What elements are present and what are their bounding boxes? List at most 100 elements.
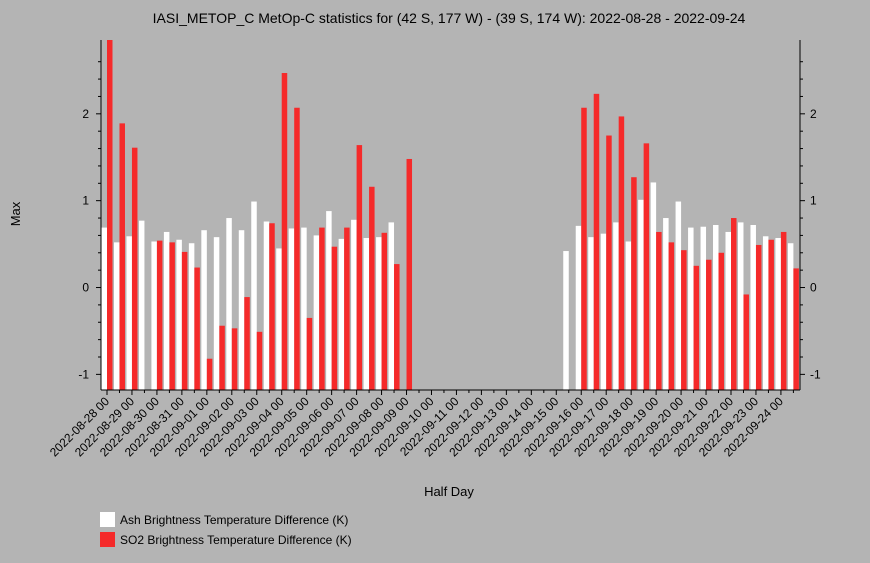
y-tick-label-left: -1	[78, 367, 89, 381]
ash-bar	[176, 239, 182, 390]
so2-bar	[793, 268, 799, 390]
so2-bar	[294, 107, 300, 391]
so2-bar	[743, 294, 749, 390]
so2-bar	[593, 93, 600, 390]
ash-bar	[388, 222, 395, 390]
so2-bar	[681, 250, 687, 390]
ash-bar	[363, 238, 370, 390]
so2-bar	[344, 227, 350, 390]
x-axis-label: Half Day	[424, 484, 474, 499]
so2-bar	[731, 218, 737, 390]
so2-bar	[618, 116, 625, 391]
so2-bar	[107, 40, 113, 390]
so2-bar	[256, 331, 263, 390]
ash-bar	[600, 233, 607, 390]
ash-bar	[675, 201, 682, 390]
ash-bar	[351, 219, 357, 390]
so2-bar	[780, 231, 787, 390]
so2-bar	[394, 264, 400, 390]
ash-bar	[151, 241, 157, 390]
y-tick-label-left: 1	[82, 194, 89, 208]
ash-bar	[276, 248, 282, 390]
so2-bar	[406, 158, 413, 390]
so2-bar	[356, 145, 363, 390]
legend-swatch-ash	[100, 512, 115, 527]
so2-bar	[244, 297, 250, 390]
so2-bar	[706, 259, 712, 390]
ash-bar	[762, 236, 769, 390]
ash-bar	[688, 227, 694, 390]
y-tick-label-left: 0	[82, 281, 89, 295]
ash-bar	[288, 228, 295, 390]
ash-bar	[163, 231, 170, 390]
so2-bar	[581, 107, 587, 391]
ash-bar	[313, 235, 320, 390]
ash-bar	[238, 230, 245, 390]
legend-item-ash: Ash Brightness Temperature Difference (K…	[100, 512, 348, 527]
so2-bar	[768, 239, 774, 390]
ash-bar	[301, 227, 307, 390]
so2-bar	[656, 231, 662, 390]
ash-bar	[213, 237, 220, 390]
so2-bar	[131, 147, 138, 390]
so2-bar	[281, 73, 288, 390]
y-tick-label-right: -1	[810, 367, 821, 381]
so2-bar	[718, 252, 725, 390]
ash-bar	[638, 199, 644, 390]
ash-bar	[775, 238, 781, 390]
ash-bar	[663, 218, 669, 390]
ash-bar	[750, 224, 756, 390]
so2-bar	[156, 240, 163, 390]
ash-bar	[263, 221, 270, 390]
y-tick-label-left: 2	[82, 107, 89, 121]
y-tick-label-right: 1	[810, 194, 817, 208]
y-tick-label-right: 2	[810, 107, 817, 121]
ash-bar	[625, 241, 632, 390]
so2-bar	[693, 265, 700, 390]
ash-bar	[787, 243, 794, 390]
ash-bar	[251, 201, 257, 390]
ash-bar	[737, 222, 744, 390]
legend-item-so2: SO2 Brightness Temperature Difference (K…	[100, 532, 352, 547]
so2-bar	[194, 267, 200, 390]
so2-bar	[381, 232, 388, 390]
ash-bar	[376, 237, 382, 390]
so2-bar	[643, 143, 650, 390]
ash-bar	[713, 224, 719, 390]
legend-label-so2: SO2 Brightness Temperature Difference (K…	[120, 532, 352, 547]
ash-bar	[725, 231, 731, 390]
ash-bar	[700, 226, 707, 390]
ash-bar	[113, 242, 120, 390]
so2-bar	[606, 135, 612, 390]
ash-bar	[650, 182, 657, 390]
ash-bar	[575, 225, 582, 390]
chart-title: IASI_METOP_C MetOp-C statistics for (42 …	[153, 10, 746, 26]
ash-bar	[613, 222, 619, 390]
ash-bar	[563, 251, 569, 390]
so2-bar	[668, 242, 675, 390]
so2-bar	[331, 246, 338, 390]
so2-bar	[369, 186, 375, 390]
so2-bar	[755, 244, 762, 390]
ash-bar	[101, 227, 107, 390]
ash-bar	[326, 211, 332, 390]
ash-bar	[188, 243, 195, 390]
so2-bar	[269, 223, 275, 390]
ash-bar	[226, 218, 232, 390]
ash-bar	[338, 238, 345, 390]
legend-label-ash: Ash Brightness Temperature Difference (K…	[120, 512, 349, 527]
ash-bar	[588, 237, 594, 390]
so2-bar	[306, 317, 313, 390]
so2-bar	[231, 328, 238, 390]
so2-bar	[219, 325, 225, 390]
y-tick-label-right: 0	[810, 281, 817, 295]
so2-bar	[119, 123, 125, 391]
ash-bar	[126, 236, 132, 390]
legend-swatch-so2	[100, 532, 115, 547]
so2-bar	[319, 227, 325, 390]
so2-bar	[181, 251, 188, 390]
so2-bar	[206, 358, 213, 390]
so2-bar	[631, 177, 637, 390]
